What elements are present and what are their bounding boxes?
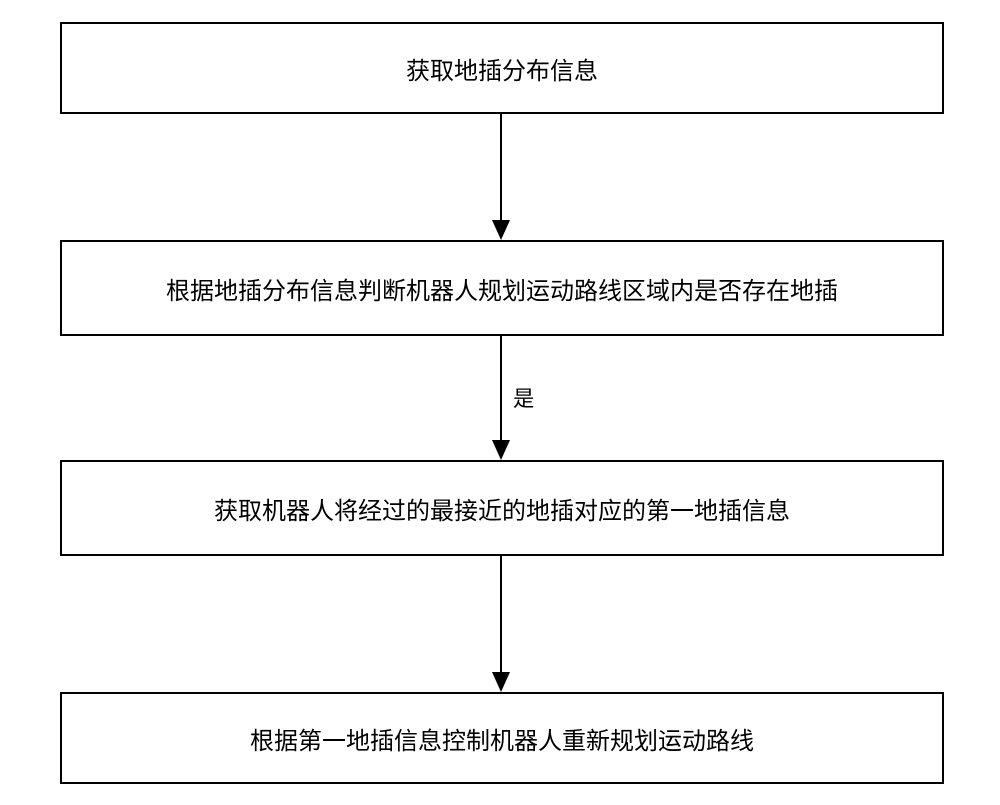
arrow-down-icon [492,672,510,692]
flowchart-canvas: 是 获取地插分布信息根据地插分布信息判断机器人规划运动路线区域内是否存在地插获取机… [0,0,1000,805]
flow-arrow-line [500,114,502,220]
flow-arrow-line [500,556,502,672]
flow-step-1: 获取地插分布信息 [60,22,944,114]
flow-step-2: 根据地插分布信息判断机器人规划运动路线区域内是否存在地插 [60,240,944,336]
flow-step-3: 获取机器人将经过的最接近的地插对应的第一地插信息 [60,460,944,556]
flow-edge-label: 是 [511,382,536,413]
flow-step-4: 根据第一地插信息控制机器人重新规划运动路线 [60,692,944,784]
arrow-down-icon [492,220,510,240]
flow-step-label: 获取地插分布信息 [406,51,598,86]
flow-step-label: 根据地插分布信息判断机器人规划运动路线区域内是否存在地插 [166,271,838,306]
flow-arrow-line [500,336,502,440]
arrow-down-icon [492,440,510,460]
flow-step-label: 根据第一地插信息控制机器人重新规划运动路线 [250,721,754,756]
flow-step-label: 获取机器人将经过的最接近的地插对应的第一地插信息 [214,491,790,526]
